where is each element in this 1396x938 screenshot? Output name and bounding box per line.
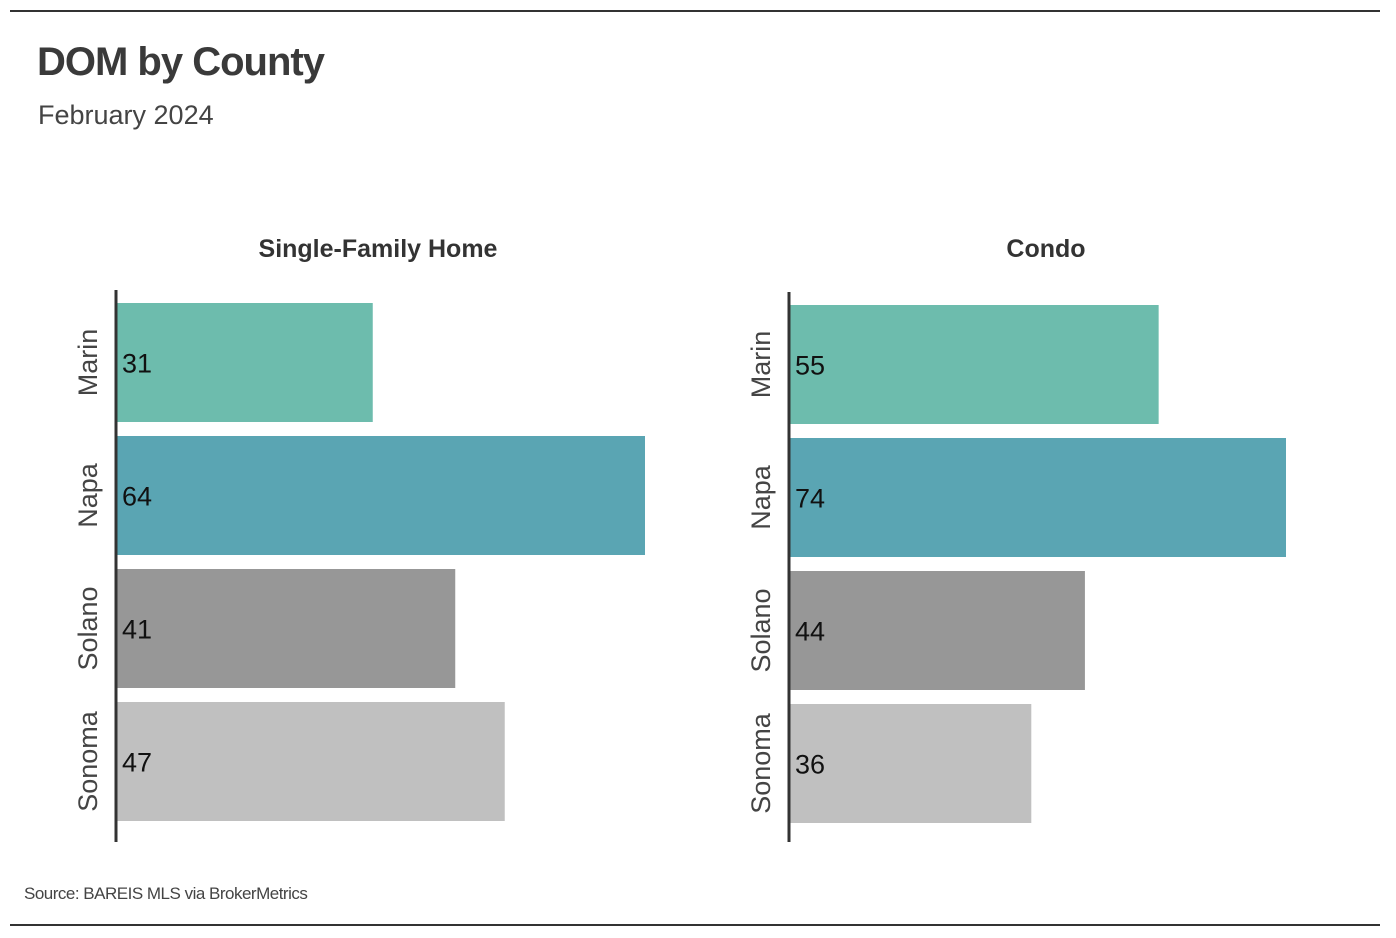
value-label-single-family-home-marin: 31 xyxy=(122,349,152,379)
category-label-condo-marin: Marin xyxy=(746,331,776,399)
category-label-single-family-home-sonoma: Sonoma xyxy=(73,710,103,812)
category-label-single-family-home-solano: Solano xyxy=(73,586,103,670)
bar-single-family-home-sonoma xyxy=(117,702,505,821)
bar-single-family-home-napa xyxy=(117,436,645,555)
bar-condo-solano xyxy=(790,571,1085,690)
value-label-condo-sonoma: 36 xyxy=(795,750,825,780)
panel-title-condo: Condo xyxy=(1006,235,1085,263)
bar-condo-marin xyxy=(790,305,1159,424)
category-label-single-family-home-napa: Napa xyxy=(73,462,103,528)
bar-single-family-home-solano xyxy=(117,569,456,688)
category-label-single-family-home-marin: Marin xyxy=(73,329,103,397)
value-label-single-family-home-napa: 64 xyxy=(122,482,152,512)
value-label-condo-solano: 44 xyxy=(795,617,825,647)
value-label-condo-marin: 55 xyxy=(795,351,825,381)
value-label-condo-napa: 74 xyxy=(795,484,825,514)
chart-subtitle: February 2024 xyxy=(38,100,214,130)
category-label-condo-solano: Solano xyxy=(746,588,776,672)
chart-title: DOM by County xyxy=(37,40,325,84)
bar-single-family-home-marin xyxy=(117,303,373,422)
value-label-single-family-home-solano: 41 xyxy=(122,615,152,645)
bar-condo-napa xyxy=(790,438,1286,557)
panel-title-single-family-home: Single-Family Home xyxy=(259,235,498,263)
bottom-rule xyxy=(10,924,1380,926)
source-note: Source: BAREIS MLS via BrokerMetrics xyxy=(24,884,308,903)
value-label-single-family-home-sonoma: 47 xyxy=(122,748,152,778)
category-label-condo-napa: Napa xyxy=(746,464,776,530)
category-label-condo-sonoma: Sonoma xyxy=(746,712,776,814)
top-rule xyxy=(10,10,1380,12)
bar-condo-sonoma xyxy=(790,704,1032,823)
